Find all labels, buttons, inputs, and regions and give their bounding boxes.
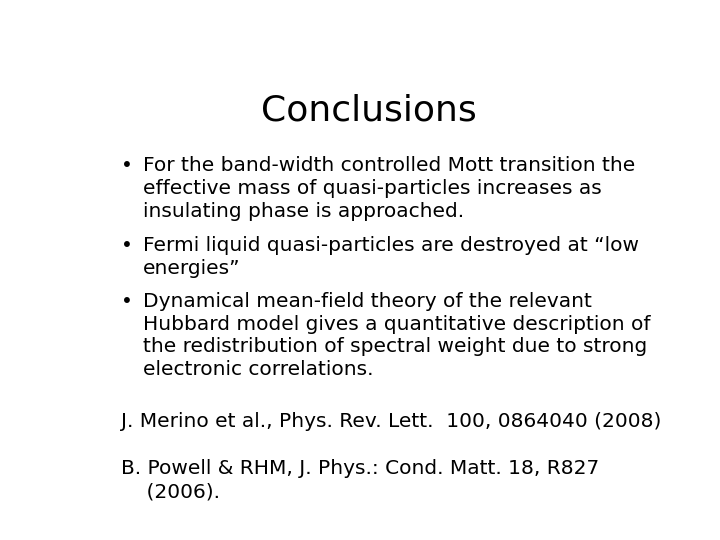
Text: •: • [121, 292, 132, 311]
Text: •: • [121, 236, 132, 255]
Text: •: • [121, 156, 132, 176]
Text: For the band-width controlled Mott transition the
effective mass of quasi-partic: For the band-width controlled Mott trans… [143, 156, 635, 221]
Text: Conclusions: Conclusions [261, 94, 477, 128]
Text: B. Powell & RHM, J. Phys.: Cond. Matt. 18, R827
    (2006).: B. Powell & RHM, J. Phys.: Cond. Matt. 1… [121, 460, 599, 501]
Text: Dynamical mean-field theory of the relevant
Hubbard model gives a quantitative d: Dynamical mean-field theory of the relev… [143, 292, 650, 379]
Text: Fermi liquid quasi-particles are destroyed at “low
energies”: Fermi liquid quasi-particles are destroy… [143, 236, 639, 278]
Text: J. Merino et al., Phys. Rev. Lett.  100, 0864040 (2008): J. Merino et al., Phys. Rev. Lett. 100, … [121, 413, 661, 431]
